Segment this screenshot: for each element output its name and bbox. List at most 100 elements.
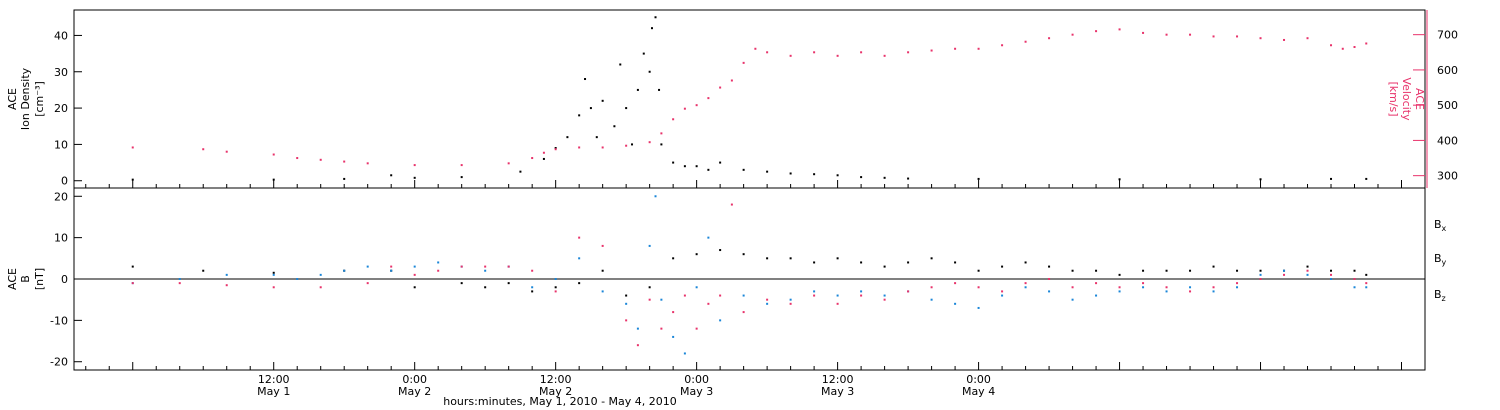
density-point (836, 174, 839, 177)
bottom-ylabel-line1: ACE (6, 268, 19, 290)
density-point (719, 161, 722, 164)
b-point (654, 195, 657, 198)
density-point (860, 176, 863, 179)
b-point (1259, 278, 1262, 280)
velocity-point (813, 51, 816, 54)
top-left-axis: 0 10 20 30 40 (54, 29, 82, 188)
b-point (648, 244, 651, 247)
density-point (907, 177, 910, 180)
velocity-point (742, 61, 745, 64)
velocity-point (366, 162, 369, 165)
density-point (683, 165, 686, 168)
b-point (883, 294, 886, 297)
b-point (554, 286, 557, 289)
top-left-ylabel-line2: Ion Density (19, 67, 32, 130)
density-point (542, 157, 545, 160)
b-point (1212, 265, 1215, 268)
velocity-tick-label: 700 (1437, 29, 1458, 42)
velocity-point (413, 164, 416, 167)
legend-entry: By (1434, 252, 1447, 267)
density-point (578, 114, 581, 117)
b-point (1165, 269, 1168, 272)
b-point (1024, 286, 1027, 289)
b-point (813, 261, 816, 264)
b-point (672, 257, 675, 260)
density-point (625, 107, 628, 110)
density-point (613, 125, 616, 128)
velocity-point (343, 160, 346, 163)
velocity-point (1001, 44, 1004, 47)
b-point (1071, 286, 1074, 289)
b-point (437, 261, 440, 264)
b-point (1142, 269, 1145, 272)
b-point (672, 335, 675, 338)
bottom-panel: -20 -10 0 10 20 ACE B [nT] Bx By Bz (6, 187, 1447, 371)
b-point (272, 273, 275, 276)
b-point (907, 261, 910, 264)
b-point (1330, 273, 1333, 276)
b-tick-label: -10 (50, 314, 68, 327)
b-point (836, 294, 839, 297)
density-point (1259, 178, 1262, 181)
velocity-tick-label: 500 (1437, 99, 1458, 112)
b-point (1048, 290, 1051, 293)
velocity-tick-label: 400 (1437, 134, 1458, 147)
b-point (1365, 282, 1368, 285)
b-point (460, 282, 463, 285)
b-point (484, 286, 487, 289)
density-point (650, 27, 653, 30)
b-point (1024, 282, 1027, 285)
b-point (660, 298, 663, 301)
density-point (460, 176, 463, 179)
b-point (930, 286, 933, 289)
b-point (836, 257, 839, 260)
velocity-point (754, 47, 757, 50)
b-point (789, 302, 792, 305)
b-point (272, 271, 275, 274)
density-point (883, 176, 886, 179)
density-point (1118, 178, 1121, 181)
b-point (766, 257, 769, 260)
velocity-point (1048, 37, 1051, 40)
b-point (531, 269, 534, 272)
b-point (225, 284, 228, 287)
velocity-point (1189, 33, 1192, 36)
b-point (272, 286, 275, 289)
b-point (672, 311, 675, 314)
velocity-point (542, 151, 545, 154)
b-point (860, 261, 863, 264)
b-point (930, 298, 933, 301)
date-tick-label: May 3 (680, 385, 713, 398)
velocity-point (707, 97, 710, 100)
b-point (742, 253, 745, 256)
x-axis-label: hours:minutes, May 1, 2010 - May 4, 2010 (443, 395, 677, 408)
b-point (484, 269, 487, 272)
b-point (178, 282, 181, 285)
date-tick-label: May 3 (821, 385, 854, 398)
b-point (954, 261, 957, 264)
b-point (601, 269, 604, 272)
b-point (707, 236, 710, 239)
density-point (707, 168, 710, 171)
velocity-point (272, 153, 275, 156)
b-point (930, 257, 933, 260)
b-point (648, 298, 651, 301)
b-tick-label: -20 (50, 356, 68, 369)
velocity-point (930, 49, 933, 52)
b-point (695, 253, 698, 256)
b-point (766, 298, 769, 301)
b-point (636, 327, 639, 330)
velocity-point (507, 162, 510, 165)
density-point (595, 136, 598, 139)
top-right-ylabel-line2: Velocity (1400, 77, 1413, 121)
b-point (319, 273, 322, 276)
b-point (660, 327, 663, 330)
b-tick-label: 0 (61, 273, 68, 286)
b-point (977, 306, 980, 309)
date-tick-label: May 2 (539, 385, 572, 398)
b-point (413, 273, 416, 276)
date-tick-label: May 2 (398, 385, 431, 398)
b-point (977, 269, 980, 272)
density-point (654, 16, 657, 19)
